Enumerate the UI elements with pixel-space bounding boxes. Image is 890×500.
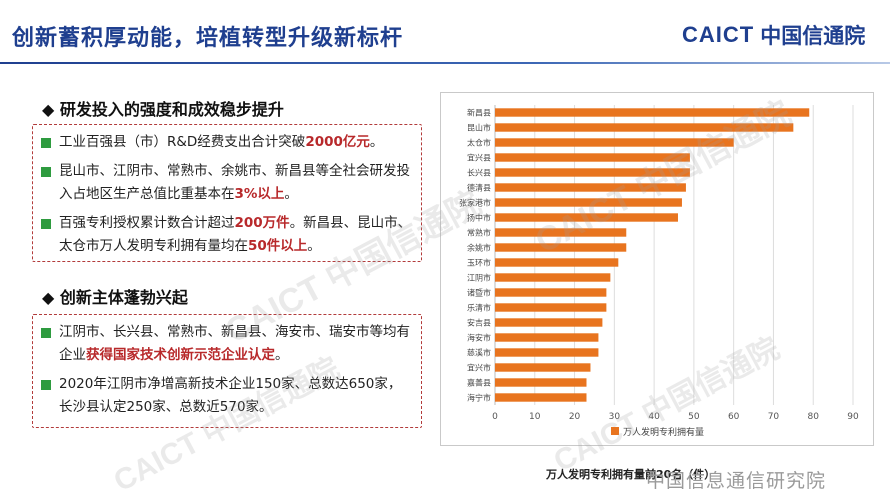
section1-heading: ◆ 研发投入的强度和成效稳步提升 xyxy=(42,100,284,119)
item-text: 江阴市、长兴县、常熟市、新昌县、海安市、瑞安市等均有企业 xyxy=(59,324,410,363)
y-tick-label: 德清县 xyxy=(467,183,491,193)
bar xyxy=(495,348,599,357)
y-tick-label: 慈溪市 xyxy=(467,348,491,358)
bar xyxy=(495,228,627,237)
list-item: 百强专利授权累计数合计超过200万件。新昌县、昆山市、太仓市万人发明专利拥有量均… xyxy=(41,212,413,258)
list-item: 江阴市、长兴县、常熟市、新昌县、海安市、瑞安市等均有企业获得国家技术创新示范企业… xyxy=(41,321,413,367)
item-highlight: 2000亿元 xyxy=(305,134,370,150)
y-tick-label: 太仓市 xyxy=(467,138,491,148)
section2-heading: ◆ 创新主体蓬勃兴起 xyxy=(42,288,188,307)
y-tick-label: 海安市 xyxy=(467,333,491,343)
x-tick-label: 90 xyxy=(847,412,859,422)
y-tick-label: 海宁市 xyxy=(467,393,491,403)
x-tick-label: 10 xyxy=(529,412,541,422)
section2-box: 江阴市、长兴县、常熟市、新昌县、海安市、瑞安市等均有企业获得国家技术创新示范企业… xyxy=(32,314,422,428)
item-text: 昆山市、江阴市、常熟市、余姚市、新昌县等全社会研发投入占地区生产总值比重基本在 xyxy=(59,163,410,202)
x-tick-label: 70 xyxy=(768,412,780,422)
bar xyxy=(495,198,682,207)
x-tick-label: 0 xyxy=(492,412,498,422)
caict-logo: CAICT 中国信通院 xyxy=(682,20,865,50)
x-tick-label: 20 xyxy=(569,412,581,422)
list-item: 2020年江阴市净增高新技术企业150家、总数达650家，长沙县认定250家、总… xyxy=(41,373,413,419)
bar xyxy=(495,273,611,282)
footer-watermark: 中国信息通信研究院 xyxy=(646,470,827,492)
y-tick-label: 玉环市 xyxy=(467,258,491,268)
bar xyxy=(495,363,591,372)
bullet-square-icon xyxy=(41,219,51,229)
bar xyxy=(495,123,794,132)
y-tick-label: 昆山市 xyxy=(467,123,491,133)
section1-box: 工业百强县（市）R&D经费支出合计突破2000亿元。 昆山市、江阴市、常熟市、余… xyxy=(32,124,422,262)
bullet-square-icon xyxy=(41,167,51,177)
bar xyxy=(495,153,690,162)
page-title: 创新蓄积厚动能，培植转型升级新标杆 xyxy=(12,26,404,51)
item-highlight: 获得国家技术创新示范企业认定 xyxy=(86,347,275,363)
y-tick-label: 余姚市 xyxy=(467,243,491,253)
y-tick-label: 安吉县 xyxy=(467,318,491,328)
y-tick-label: 张家港市 xyxy=(459,198,491,208)
item-text: 百强专利授权累计数合计超过 xyxy=(59,215,235,231)
item-highlight-2: 50件以上 xyxy=(248,238,308,254)
bar xyxy=(495,213,678,222)
logo-en: CAICT xyxy=(682,22,755,47)
y-tick-label: 江阴市 xyxy=(467,273,491,283)
x-tick-label: 40 xyxy=(648,412,660,422)
bar-chart: 0 10 20 30 40 50 60 70 80 90 新昌县昆山市太仓市宜兴县长兴县德清县张家港… xyxy=(459,105,859,438)
bar xyxy=(495,258,619,267)
y-tick-label: 宜兴市 xyxy=(467,363,491,373)
y-tick-label: 嘉善县 xyxy=(467,378,491,388)
chart-title: 万人发明专利拥有量前20名（件） xyxy=(546,468,716,481)
item-text-end: 。 xyxy=(369,134,384,150)
bullet-square-icon xyxy=(41,328,51,338)
x-tick-label: 60 xyxy=(728,412,740,422)
y-tick-label: 乐清市 xyxy=(467,303,491,313)
bullet-square-icon xyxy=(41,138,51,148)
y-tick-label: 宜兴县 xyxy=(467,153,491,163)
bar xyxy=(495,243,627,252)
x-tick-label: 30 xyxy=(609,412,621,422)
item-text: 工业百强县（市）R&D经费支出合计突破 xyxy=(59,134,306,150)
logo-cn: 中国信通院 xyxy=(760,24,866,48)
y-tick-label: 长兴县 xyxy=(467,168,491,178)
legend-label: 万人发明专利拥有量 xyxy=(623,426,704,438)
bar xyxy=(495,378,587,387)
item-text-mid: 。新昌县、昆山市、太仓市万人发明专利拥有量均在 xyxy=(59,215,412,254)
item-text: 2020年江阴市净增高新技术企业150家、总数达650家，长沙县认定250家、总… xyxy=(59,376,402,415)
bar xyxy=(495,168,690,177)
item-text-end: 。 xyxy=(275,347,289,363)
item-highlight: 3%以上 xyxy=(234,186,285,202)
bar xyxy=(495,303,607,312)
bar xyxy=(495,318,603,327)
x-tick-label: 80 xyxy=(807,412,819,422)
bullet-square-icon xyxy=(41,380,51,390)
bar-chart-panel: 0 10 20 30 40 50 60 70 80 90 新昌县昆山市太仓市宜兴县长兴县德清县张家港… xyxy=(440,92,874,446)
x-tick-label: 50 xyxy=(688,412,700,422)
item-text-end: 。 xyxy=(284,186,298,202)
y-tick-label: 诸暨市 xyxy=(467,288,491,298)
bar xyxy=(495,138,734,147)
legend-swatch xyxy=(611,427,619,435)
y-tick-label: 扬中市 xyxy=(467,213,491,223)
y-tick-label: 新昌县 xyxy=(467,108,491,118)
bar xyxy=(495,393,587,402)
bar xyxy=(495,108,810,117)
header-divider xyxy=(0,62,890,64)
item-highlight: 200万件 xyxy=(234,215,290,231)
list-item: 昆山市、江阴市、常熟市、余姚市、新昌县等全社会研发投入占地区生产总值比重基本在3… xyxy=(41,160,413,206)
y-tick-label: 常熟市 xyxy=(467,228,491,238)
list-item: 工业百强县（市）R&D经费支出合计突破2000亿元。 xyxy=(41,131,413,154)
bar xyxy=(495,288,607,297)
bar xyxy=(495,333,599,342)
bar xyxy=(495,183,686,192)
item-text-end: 。 xyxy=(307,238,321,254)
